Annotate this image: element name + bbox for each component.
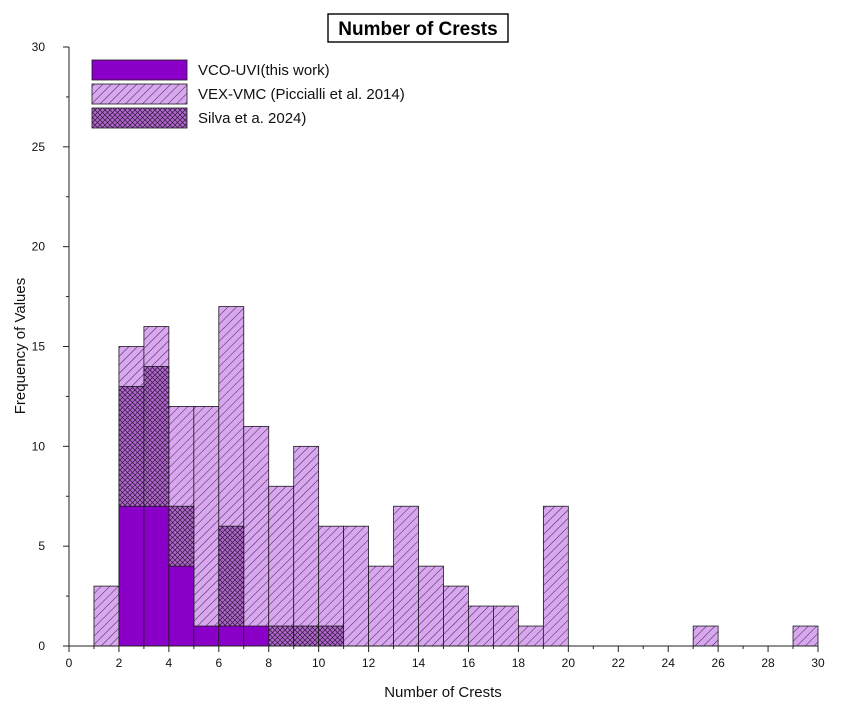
y-axis-title: Frequency of Values xyxy=(12,278,29,414)
series-vco-uvi-this-work xyxy=(118,505,270,647)
legend-swatch-vex-vmc-piccialli-et-al-2014 xyxy=(91,83,188,105)
legend-label-vex-vmc-piccialli-et-al-2014: VEX-VMC (Piccialli et al. 2014) xyxy=(198,86,405,103)
bar-vex-vmc-piccialli-et-al-2014-18 xyxy=(518,625,544,647)
x-tick-label: 10 xyxy=(312,656,326,670)
x-tick-label: 24 xyxy=(662,656,676,670)
bar-vex-vmc-piccialli-et-al-2014-5 xyxy=(193,405,220,647)
y-tick-label: 15 xyxy=(32,340,46,354)
x-tick-label: 0 xyxy=(66,656,73,670)
bar-vex-vmc-piccialli-et-al-2014-25 xyxy=(692,625,719,647)
x-tick-label: 2 xyxy=(116,656,123,670)
bar-vex-vmc-piccialli-et-al-2014-17 xyxy=(493,605,519,647)
bar-vex-vmc-piccialli-et-al-2014-8 xyxy=(268,485,295,647)
bar-vex-vmc-piccialli-et-al-2014-1 xyxy=(93,585,120,647)
y-tick-label: 5 xyxy=(38,539,45,553)
x-tick-label: 14 xyxy=(412,656,426,670)
x-tick-label: 18 xyxy=(512,656,526,670)
bar-vex-vmc-piccialli-et-al-2014-7 xyxy=(243,425,270,647)
y-tick-label: 0 xyxy=(38,639,45,653)
x-tick-label: 4 xyxy=(166,656,173,670)
legend-label-vco-uvi-this-work: VCO-UVI(this work) xyxy=(198,62,330,79)
y-tick-label: 30 xyxy=(32,40,46,54)
x-tick-label: 22 xyxy=(612,656,626,670)
bar-vco-uvi-this-work-5 xyxy=(193,625,220,647)
bar-vex-vmc-piccialli-et-al-2014-13 xyxy=(393,505,419,647)
bar-vex-vmc-piccialli-et-al-2014-19 xyxy=(542,505,569,647)
bar-vex-vmc-piccialli-et-al-2014-15 xyxy=(443,585,469,647)
x-tick-label: 20 xyxy=(562,656,576,670)
legend-swatch-vco-uvi-this-work xyxy=(91,59,188,81)
bar-silva-et-a-2024-8 xyxy=(268,625,295,647)
chart-title-box xyxy=(327,13,509,43)
legend: VCO-UVI(this work) VEX-VMC (Piccialli et … xyxy=(91,59,405,129)
legend-label-silva-et-a-2024: Silva et a. 2024) xyxy=(198,110,306,127)
y-tick-label: 25 xyxy=(32,140,46,154)
x-tick-label: 6 xyxy=(215,656,222,670)
x-tick-label: 30 xyxy=(811,656,825,670)
bar-vex-vmc-piccialli-et-al-2014-11 xyxy=(343,525,369,647)
bar-silva-et-a-2024-10 xyxy=(318,625,345,647)
bar-vex-vmc-piccialli-et-al-2014-29 xyxy=(792,625,819,647)
chart-title: Number of Crests xyxy=(338,19,497,40)
y-tick-label: 20 xyxy=(32,240,46,254)
x-tick-label: 8 xyxy=(265,656,272,670)
bar-vex-vmc-piccialli-et-al-2014-9 xyxy=(293,445,320,647)
bar-vco-uvi-this-work-7 xyxy=(243,625,270,647)
series-vex-vmc-piccialli-et-al-2014 xyxy=(93,306,819,647)
x-tick-label: 12 xyxy=(362,656,376,670)
bar-vco-uvi-this-work-4 xyxy=(168,565,195,647)
bar-vco-uvi-this-work-2 xyxy=(118,505,145,647)
bar-vex-vmc-piccialli-et-al-2014-12 xyxy=(368,565,394,647)
bar-vex-vmc-piccialli-et-al-2014-14 xyxy=(418,565,444,647)
bar-vco-uvi-this-work-3 xyxy=(143,505,170,647)
bar-silva-et-a-2024-9 xyxy=(293,625,320,647)
x-axis-title: Number of Crests xyxy=(384,684,502,701)
legend-swatch-silva-et-a-2024 xyxy=(91,107,188,129)
bars-layer xyxy=(93,306,819,647)
y-tick-label: 10 xyxy=(32,439,46,453)
x-tick-label: 26 xyxy=(711,656,725,670)
x-tick-label: 16 xyxy=(462,656,476,670)
x-tick-label: 28 xyxy=(761,656,775,670)
bar-vco-uvi-this-work-6 xyxy=(218,625,245,647)
bar-vex-vmc-piccialli-et-al-2014-16 xyxy=(468,605,494,647)
